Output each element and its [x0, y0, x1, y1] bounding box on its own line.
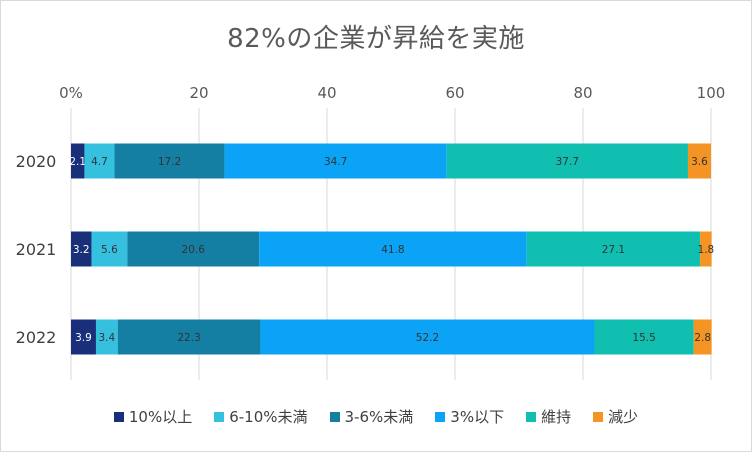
- category-label: 2021: [16, 240, 57, 259]
- data-label: 15.5: [632, 332, 655, 344]
- data-label: 3.6: [691, 156, 708, 168]
- legend-item: 減少: [593, 406, 638, 427]
- legend: 10%以上 6-10%未満 3-6%未満 3%以下 維持 減少: [0, 406, 752, 427]
- legend-item: 維持: [526, 406, 571, 427]
- data-label: 52.2: [416, 332, 439, 344]
- data-label: 27.1: [602, 244, 625, 256]
- x-tick-label: 80: [573, 84, 592, 102]
- data-label: 20.6: [182, 244, 206, 256]
- legend-label: 10%以上: [128, 408, 193, 426]
- bar-segment: [117, 319, 261, 355]
- data-label: 2.1: [69, 156, 86, 168]
- legend-swatch: [113, 411, 124, 422]
- bar-segment: [594, 319, 694, 355]
- data-label: 34.7: [324, 156, 347, 168]
- data-label: 41.8: [381, 244, 404, 256]
- x-tick-label: 20: [189, 84, 208, 102]
- legend-label: 減少: [608, 408, 639, 426]
- legend-swatch: [329, 411, 340, 422]
- legend-swatch: [526, 411, 537, 422]
- data-label: 4.7: [91, 156, 108, 168]
- data-label: 37.7: [556, 156, 579, 168]
- bar-segment: [259, 231, 527, 267]
- bar-segment: [114, 143, 225, 179]
- legend-label: 6-10%未満: [229, 408, 308, 426]
- data-label: 17.2: [158, 156, 181, 168]
- bar-segment: [71, 143, 85, 179]
- legend-item: 10%以上: [113, 406, 193, 427]
- chart-title: 82%の企業が昇給を実施: [227, 24, 525, 54]
- legend-item: 3-6%未満: [329, 406, 414, 427]
- bar-segment: [687, 143, 711, 179]
- legend-label: 3%以下: [450, 408, 505, 426]
- category-label: 2022: [16, 328, 57, 347]
- bar-segment: [693, 319, 712, 355]
- x-tick-label: 0%: [59, 84, 83, 102]
- bar-segment: [95, 319, 118, 355]
- bar-segment: [71, 319, 96, 355]
- data-label: 3.4: [98, 332, 115, 344]
- x-tick-label: 60: [445, 84, 464, 102]
- category-label: 2020: [16, 152, 57, 171]
- data-label: 3.2: [73, 244, 90, 256]
- bar-segment: [127, 231, 260, 267]
- bar-segment: [700, 231, 712, 267]
- legend-label: 3-6%未満: [344, 408, 414, 426]
- bar-segment: [91, 231, 128, 267]
- bar-segment: [446, 143, 688, 179]
- legend-swatch: [435, 411, 446, 422]
- legend-swatch: [214, 411, 225, 422]
- bar-segment: [224, 143, 447, 179]
- data-label: 2.8: [694, 332, 711, 344]
- data-label: 22.3: [177, 332, 200, 344]
- legend-swatch: [593, 411, 604, 422]
- bar-segment: [71, 231, 92, 267]
- data-label: 1.8: [698, 244, 715, 256]
- legend-item: 3%以下: [435, 406, 504, 427]
- legend-item: 6-10%未満: [214, 406, 308, 427]
- x-tick-label: 100: [697, 84, 726, 102]
- bar-segment: [526, 231, 701, 267]
- bar-segment: [84, 143, 115, 179]
- x-tick-label: 40: [317, 84, 336, 102]
- data-label: 5.6: [101, 244, 118, 256]
- legend-label: 維持: [541, 408, 572, 426]
- bar-segment: [260, 319, 595, 355]
- data-label: 3.9: [75, 332, 92, 344]
